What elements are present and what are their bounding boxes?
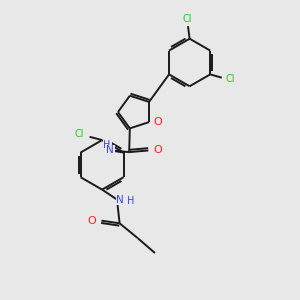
Text: Cl: Cl xyxy=(75,129,84,139)
Text: O: O xyxy=(153,146,162,155)
Text: H: H xyxy=(103,140,111,149)
Text: O: O xyxy=(88,216,97,226)
Text: N: N xyxy=(116,194,124,205)
Text: Cl: Cl xyxy=(226,74,236,84)
Text: Cl: Cl xyxy=(182,14,192,24)
Text: O: O xyxy=(153,117,162,127)
Text: N: N xyxy=(106,146,114,155)
Text: H: H xyxy=(127,196,134,206)
